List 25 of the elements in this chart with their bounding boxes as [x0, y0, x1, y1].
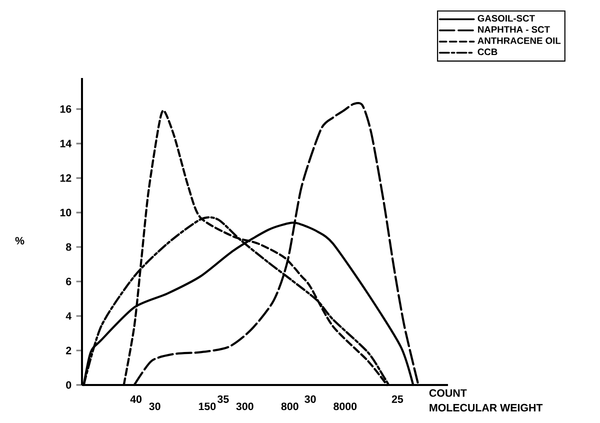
legend-label: NAPHTHA - SCT [478, 26, 550, 33]
y-tick-label: 2 [66, 346, 72, 354]
text: MOLECULAR WEIGHT [430, 404, 543, 412]
text: 150 [198, 402, 216, 410]
legend-label: GASOIL-SCT [478, 15, 535, 22]
text: 800 [281, 402, 298, 410]
y-tick-label: 4 [66, 312, 72, 320]
y-tick-label: 10 [60, 208, 72, 216]
x-tick-label: 30 [304, 395, 316, 403]
text: 30 [149, 402, 160, 410]
y-tick-label: 0 [66, 381, 72, 389]
legend-label: CCB [478, 48, 498, 56]
x-tick-label: 35 [217, 395, 229, 403]
x-tick-label: 25 [392, 395, 404, 403]
y-axis-title: % [15, 236, 24, 244]
text: 8000 [334, 402, 357, 410]
x-axis-title: COUNT [429, 389, 467, 397]
legend-label: ANTHRACENE OIL [478, 37, 561, 44]
y-tick-label: 14 [60, 140, 72, 148]
y-tick-label: 16 [60, 105, 72, 113]
y-tick-label: 12 [60, 174, 72, 182]
y-tick-label: 8 [66, 243, 72, 251]
text: 300 [236, 402, 254, 410]
y-tick-label: 6 [66, 278, 72, 286]
x-tick-label: 40 [130, 395, 142, 403]
